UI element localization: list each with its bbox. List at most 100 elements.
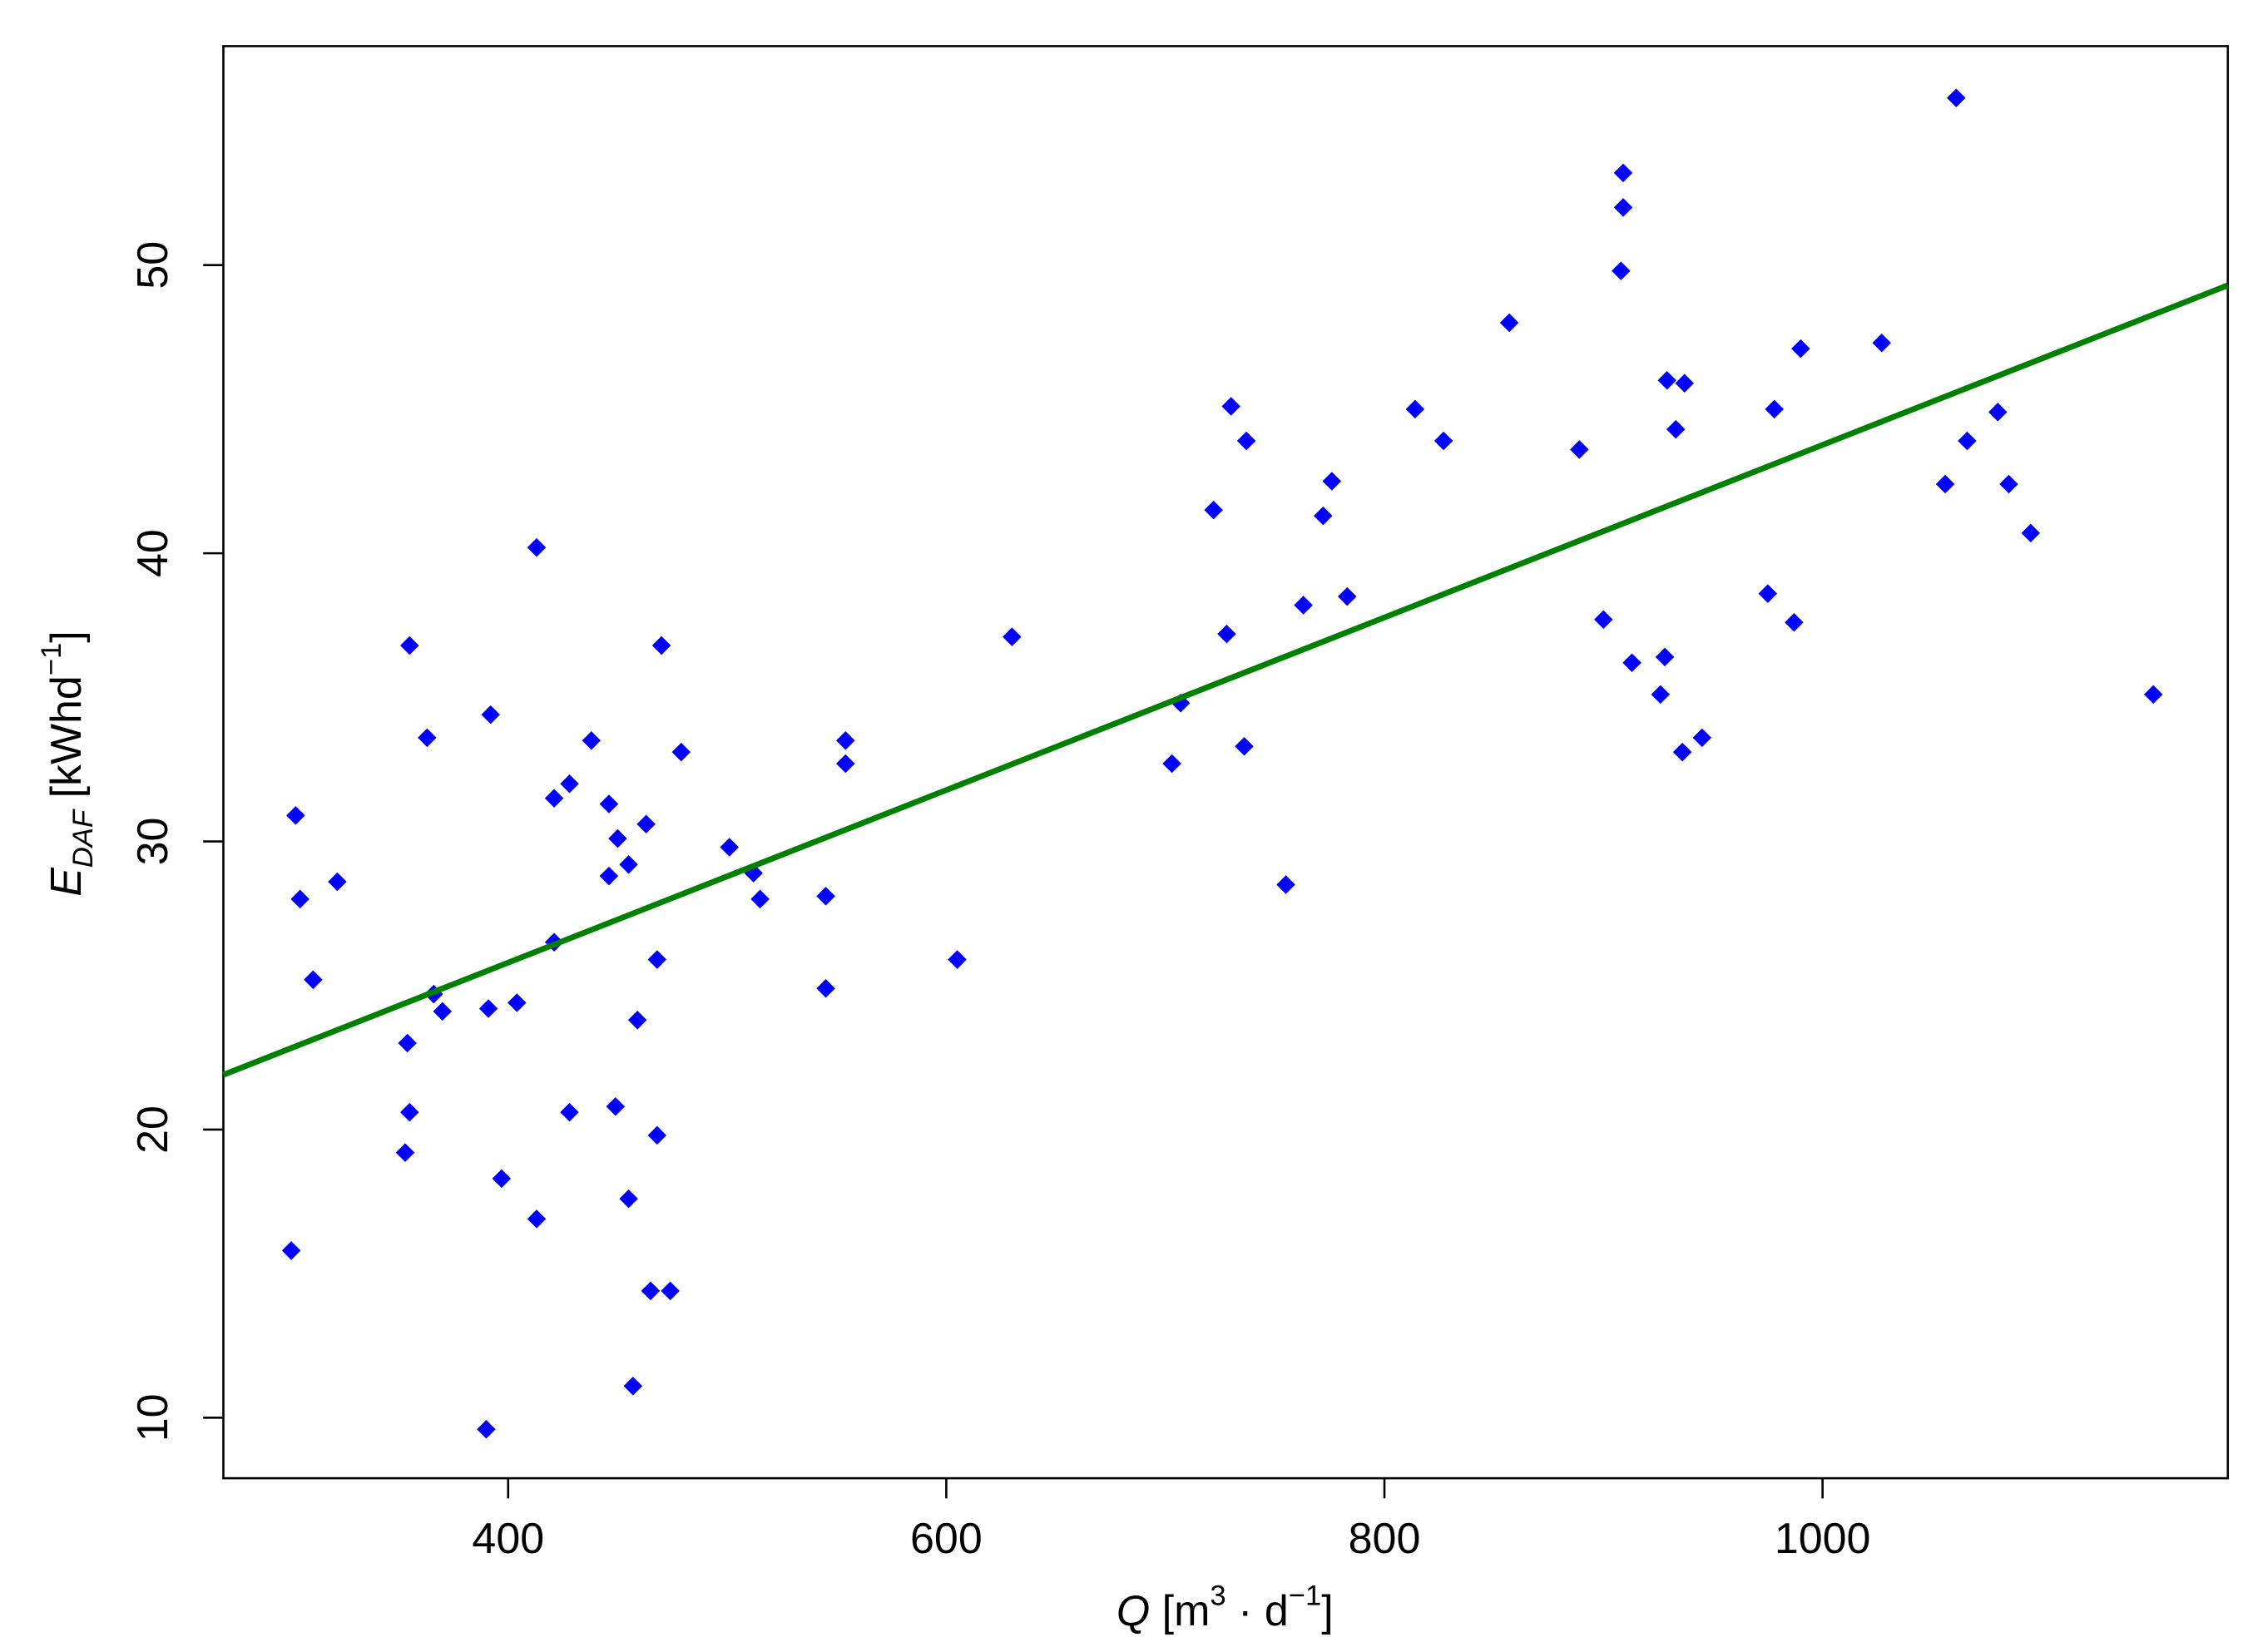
y-tick-label: 20 <box>129 1105 177 1154</box>
data-point <box>1337 586 1357 606</box>
data-point <box>661 1281 680 1301</box>
data-point <box>2021 523 2041 543</box>
data-point <box>478 999 498 1018</box>
y-tick-label: 30 <box>129 818 177 866</box>
data-point <box>527 1209 547 1229</box>
data-point <box>560 1102 579 1122</box>
data-point <box>1003 627 1022 646</box>
y-axis-label: EDAF [kWhd−1] <box>36 631 99 897</box>
data-point <box>560 774 579 794</box>
data-point <box>418 728 437 748</box>
data-point <box>328 872 347 892</box>
data-point <box>816 978 835 998</box>
data-point <box>647 950 667 969</box>
data-point <box>1657 371 1676 390</box>
data-point <box>647 1125 667 1145</box>
data-point <box>1594 610 1613 630</box>
data-point <box>508 993 527 1012</box>
data-point <box>1221 397 1240 416</box>
data-point <box>619 854 638 874</box>
x-tick-label: 800 <box>1349 1515 1421 1563</box>
data-point <box>651 636 671 655</box>
data-point <box>641 1281 661 1301</box>
data-point <box>1613 163 1633 183</box>
x-axis-label: Q [m3 · d−1] <box>1117 1580 1334 1635</box>
y-label-symbol: E <box>42 867 91 897</box>
data-point <box>1785 613 1804 632</box>
data-point <box>1935 474 1955 494</box>
data-point <box>750 889 770 909</box>
data-point <box>304 970 323 990</box>
data-point <box>1988 403 2008 422</box>
data-point <box>281 1241 301 1260</box>
data-point <box>1655 647 1675 667</box>
data-point <box>1613 198 1633 217</box>
data-point <box>395 1143 415 1162</box>
data-point <box>286 806 305 825</box>
data-point <box>1204 500 1223 520</box>
data-point <box>1322 472 1342 491</box>
data-point <box>582 731 602 750</box>
data-point <box>398 1033 417 1053</box>
data-point <box>1946 88 1966 108</box>
data-point <box>1276 875 1295 894</box>
data-point <box>1672 742 1692 762</box>
y-tick-label: 50 <box>129 241 177 289</box>
data-point <box>1162 754 1181 774</box>
data-point <box>544 789 564 808</box>
data-point <box>608 828 627 848</box>
data-point <box>720 838 739 857</box>
x-label-middle: · d <box>1226 1587 1289 1635</box>
data-point <box>1958 431 1977 451</box>
plot-frame <box>222 45 2230 1480</box>
x-label-exponent: −1 <box>1289 1580 1321 1612</box>
data-point <box>400 636 419 655</box>
y-label-close: ] <box>42 631 91 642</box>
data-point <box>1872 333 1891 353</box>
data-point <box>836 754 855 774</box>
data-point <box>1236 431 1256 451</box>
data-point <box>816 887 835 906</box>
data-point <box>433 1002 453 1021</box>
data-point <box>1499 313 1519 333</box>
data-point <box>1433 431 1453 451</box>
data-point <box>1405 399 1425 419</box>
data-point <box>481 705 500 725</box>
data-point <box>671 742 691 762</box>
data-point <box>1999 474 2018 494</box>
data-point <box>948 950 967 969</box>
data-point <box>1675 373 1695 393</box>
data-point <box>619 1189 638 1209</box>
data-point <box>599 866 619 886</box>
data-point <box>1235 736 1254 756</box>
data-point <box>1651 685 1671 705</box>
data-point <box>400 1102 419 1122</box>
data-point <box>1314 506 1333 526</box>
data-point <box>836 731 855 750</box>
data-point <box>1294 596 1313 615</box>
data-point <box>1791 339 1810 359</box>
data-point <box>599 794 619 814</box>
x-label-exponent: 3 <box>1210 1580 1226 1612</box>
y-label-unit: [kWhd <box>42 675 91 810</box>
data-point <box>1758 584 1778 603</box>
x-tick-label: 400 <box>472 1515 544 1563</box>
data-point <box>1217 624 1236 644</box>
data-point <box>477 1419 496 1439</box>
data-point <box>1612 261 1631 280</box>
data-point <box>1765 399 1784 419</box>
data-point <box>1666 419 1686 439</box>
data-point <box>606 1096 626 1116</box>
x-label-symbol: Q <box>1117 1587 1150 1635</box>
x-tick-label: 600 <box>910 1515 983 1563</box>
y-label-exponent: −1 <box>36 643 67 675</box>
data-point <box>2143 685 2163 705</box>
data-point <box>492 1169 512 1189</box>
y-tick-label: 10 <box>129 1393 177 1442</box>
data-point <box>627 1011 647 1030</box>
y-label-subscript: DAF <box>67 809 99 868</box>
data-point <box>1692 728 1712 748</box>
data-point <box>623 1376 643 1396</box>
data-point <box>527 537 547 557</box>
